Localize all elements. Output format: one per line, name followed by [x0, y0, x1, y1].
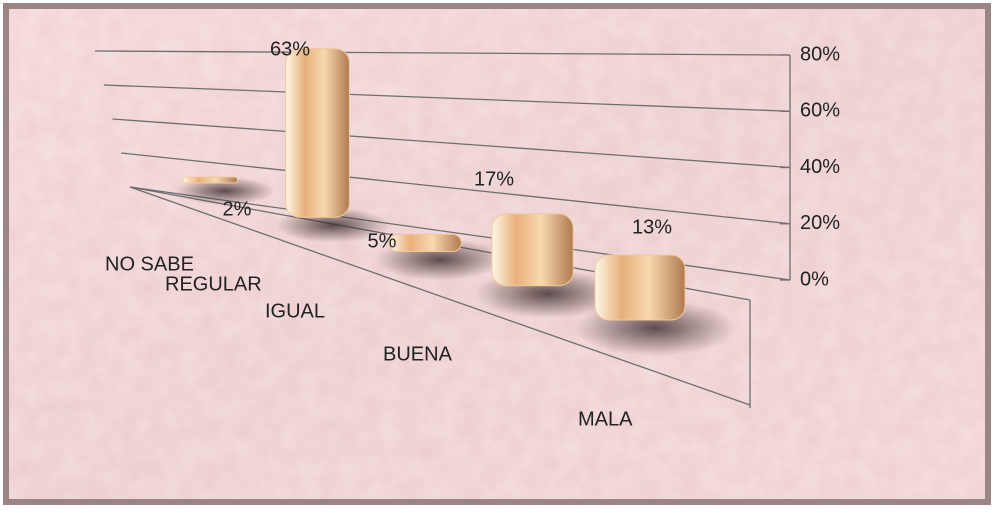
y-tick-label: 20%	[800, 212, 840, 234]
grid-line	[112, 118, 791, 169]
bar	[594, 254, 686, 321]
value-label: 2%	[223, 198, 252, 220]
grid-line	[94, 50, 791, 56]
value-label: 63%	[270, 38, 310, 60]
y-tick-label: 60%	[800, 100, 840, 122]
grid-line	[103, 84, 791, 112]
x-tick-label: REGULAR	[165, 273, 262, 295]
y-tick-label: 0%	[800, 268, 829, 290]
y-tick-label: 80%	[800, 43, 840, 65]
bar	[182, 176, 238, 184]
x-tick-label: NO SABE	[105, 253, 194, 275]
bar	[285, 48, 350, 218]
bar	[491, 213, 574, 287]
value-label: 5%	[368, 230, 397, 252]
bar-shadow	[175, 177, 275, 205]
x-tick-label: MALA	[578, 408, 633, 430]
bar	[388, 233, 462, 252]
y-tick-label: 40%	[800, 156, 840, 178]
grid-line	[121, 152, 791, 225]
value-label: 17%	[474, 168, 514, 190]
x-tick-label: IGUAL	[265, 300, 325, 322]
x-tick-label: BUENA	[383, 343, 453, 365]
value-label: 13%	[632, 216, 672, 238]
